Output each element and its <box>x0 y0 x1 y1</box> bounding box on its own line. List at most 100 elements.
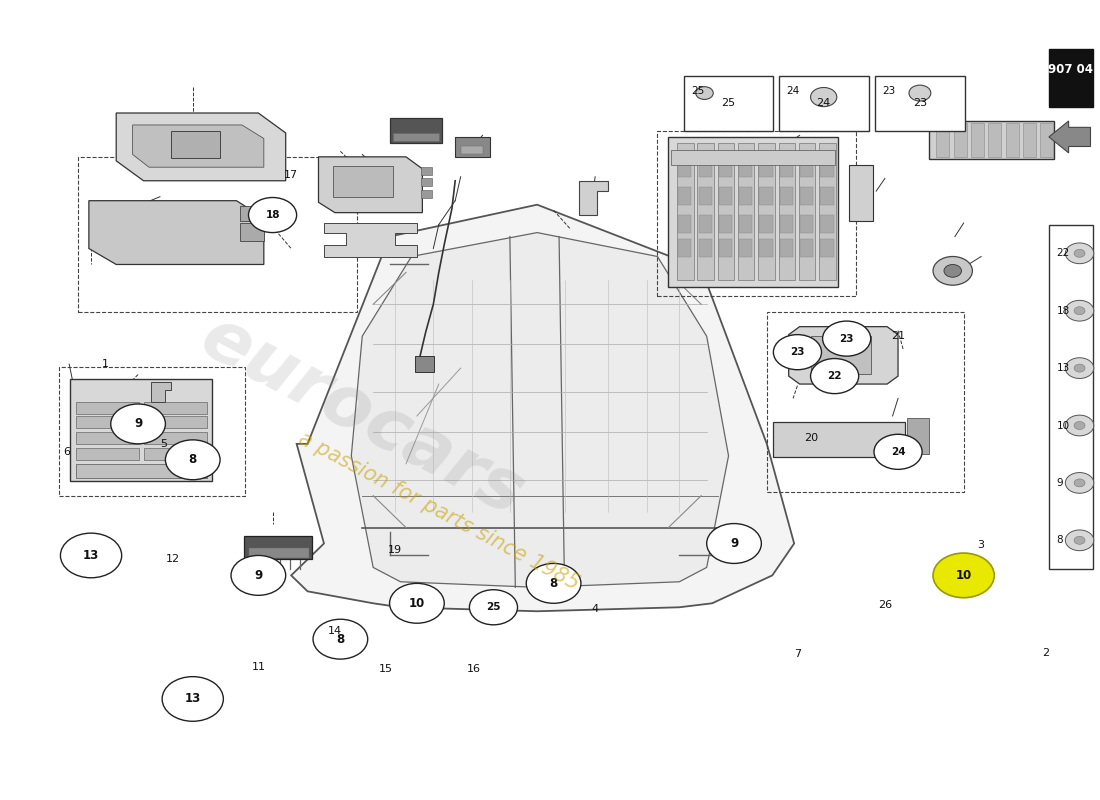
FancyBboxPatch shape <box>244 535 312 559</box>
Circle shape <box>811 87 837 106</box>
Circle shape <box>1065 300 1093 321</box>
FancyBboxPatch shape <box>1023 123 1036 157</box>
Text: 5: 5 <box>160 439 167 449</box>
Text: 13: 13 <box>1057 363 1070 373</box>
FancyBboxPatch shape <box>679 215 692 233</box>
FancyBboxPatch shape <box>1049 225 1092 569</box>
FancyBboxPatch shape <box>698 187 712 205</box>
FancyBboxPatch shape <box>143 416 207 428</box>
Circle shape <box>706 523 761 563</box>
Text: 20: 20 <box>804 434 818 443</box>
FancyBboxPatch shape <box>719 215 732 233</box>
Circle shape <box>470 590 517 625</box>
FancyBboxPatch shape <box>240 206 264 221</box>
FancyBboxPatch shape <box>773 422 904 458</box>
Text: 9: 9 <box>254 569 263 582</box>
Text: eurocars: eurocars <box>189 302 536 530</box>
FancyBboxPatch shape <box>678 143 694 281</box>
Text: 23: 23 <box>790 347 805 357</box>
FancyBboxPatch shape <box>799 143 815 281</box>
Polygon shape <box>351 233 728 587</box>
FancyBboxPatch shape <box>954 123 967 157</box>
FancyBboxPatch shape <box>1005 123 1019 157</box>
FancyBboxPatch shape <box>684 76 773 130</box>
FancyBboxPatch shape <box>698 215 712 233</box>
Text: 13: 13 <box>185 693 201 706</box>
Text: 25: 25 <box>722 98 736 109</box>
FancyBboxPatch shape <box>820 143 836 281</box>
Circle shape <box>231 555 286 595</box>
FancyBboxPatch shape <box>759 187 772 205</box>
Text: 8: 8 <box>188 454 197 466</box>
FancyBboxPatch shape <box>739 215 752 233</box>
Circle shape <box>162 677 223 722</box>
Polygon shape <box>89 201 264 265</box>
Circle shape <box>526 563 581 603</box>
FancyBboxPatch shape <box>779 76 869 130</box>
FancyBboxPatch shape <box>671 150 835 165</box>
Text: 1: 1 <box>102 359 109 369</box>
FancyBboxPatch shape <box>780 159 793 177</box>
Text: 22: 22 <box>827 371 842 381</box>
FancyBboxPatch shape <box>821 215 834 233</box>
Circle shape <box>1065 473 1093 494</box>
FancyBboxPatch shape <box>906 418 928 454</box>
Circle shape <box>1074 422 1085 430</box>
Text: 13: 13 <box>82 549 99 562</box>
FancyBboxPatch shape <box>759 215 772 233</box>
Circle shape <box>1065 358 1093 378</box>
FancyBboxPatch shape <box>800 215 813 233</box>
Polygon shape <box>324 223 417 257</box>
FancyBboxPatch shape <box>800 187 813 205</box>
FancyBboxPatch shape <box>719 239 732 257</box>
Circle shape <box>944 265 961 278</box>
Circle shape <box>773 334 822 370</box>
FancyBboxPatch shape <box>988 123 1001 157</box>
Polygon shape <box>319 157 422 213</box>
FancyBboxPatch shape <box>759 239 772 257</box>
Text: 8: 8 <box>337 633 344 646</box>
FancyBboxPatch shape <box>679 239 692 257</box>
Text: 16: 16 <box>466 665 481 674</box>
FancyBboxPatch shape <box>697 143 714 281</box>
Circle shape <box>1074 364 1085 372</box>
Text: 9: 9 <box>730 537 738 550</box>
Text: 18: 18 <box>265 210 279 220</box>
FancyBboxPatch shape <box>759 159 772 177</box>
Text: 15: 15 <box>379 665 394 674</box>
FancyBboxPatch shape <box>76 448 140 460</box>
Text: 2: 2 <box>1042 648 1049 658</box>
FancyBboxPatch shape <box>971 123 984 157</box>
FancyBboxPatch shape <box>821 187 834 205</box>
Circle shape <box>933 257 972 286</box>
Text: 23: 23 <box>882 86 896 96</box>
FancyBboxPatch shape <box>876 76 965 130</box>
FancyBboxPatch shape <box>455 137 491 157</box>
Text: 10: 10 <box>1057 421 1069 430</box>
FancyBboxPatch shape <box>779 143 795 281</box>
FancyBboxPatch shape <box>821 239 834 257</box>
FancyBboxPatch shape <box>739 159 752 177</box>
Circle shape <box>111 404 165 444</box>
FancyBboxPatch shape <box>679 159 692 177</box>
FancyBboxPatch shape <box>811 336 871 374</box>
Text: 17: 17 <box>284 170 298 180</box>
Circle shape <box>1074 306 1085 314</box>
FancyBboxPatch shape <box>849 165 873 221</box>
Circle shape <box>165 440 220 480</box>
Text: 26: 26 <box>878 600 892 610</box>
Circle shape <box>811 358 859 394</box>
Polygon shape <box>151 382 170 402</box>
FancyBboxPatch shape <box>800 239 813 257</box>
Circle shape <box>60 533 122 578</box>
FancyBboxPatch shape <box>698 159 712 177</box>
Text: 25: 25 <box>486 602 500 612</box>
Polygon shape <box>1049 121 1090 153</box>
Text: 9: 9 <box>134 418 142 430</box>
Circle shape <box>1074 536 1085 544</box>
FancyBboxPatch shape <box>718 143 734 281</box>
FancyBboxPatch shape <box>76 464 207 478</box>
FancyBboxPatch shape <box>1049 50 1092 106</box>
FancyBboxPatch shape <box>170 130 220 158</box>
Text: 21: 21 <box>891 331 905 342</box>
